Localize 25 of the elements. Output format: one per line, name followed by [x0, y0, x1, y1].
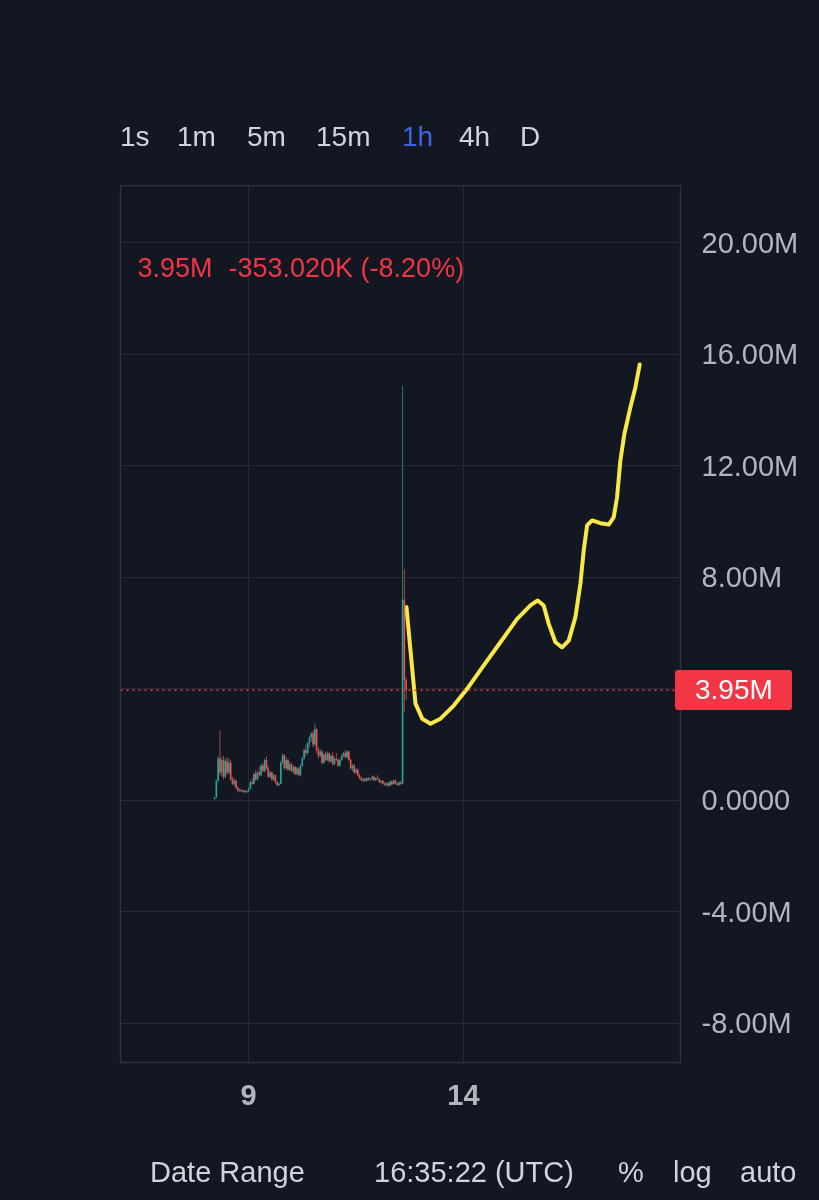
annotation: -353.020K (-8.20%)	[228, 252, 465, 283]
line-series	[404, 362, 642, 726]
y-tick-label: 0.0000	[701, 784, 791, 817]
text: 15m	[316, 120, 371, 154]
text: 5m	[247, 120, 286, 154]
text: 16:35:22 (UTC)	[374, 1155, 574, 1189]
text: D	[520, 120, 541, 154]
y-tick-label: -8.00M	[701, 1007, 792, 1040]
y-tick-label: 12.00M	[701, 449, 799, 482]
x-tick-label: 9	[240, 1078, 257, 1111]
text: 1s	[120, 120, 150, 154]
x-tick-label: 14	[447, 1078, 480, 1111]
text: %	[618, 1155, 644, 1189]
y-tick-label: -4.00M	[701, 895, 792, 928]
y-tick-label: 20.00M	[701, 226, 799, 259]
text: 4h	[459, 120, 491, 154]
y-tick-label: 16.00M	[701, 338, 799, 371]
text: 1m	[177, 120, 216, 154]
y-tick-label: 8.00M	[701, 561, 783, 594]
text: log	[673, 1155, 712, 1189]
ref-line-label: 3.95M	[675, 670, 792, 710]
text: auto	[740, 1155, 797, 1189]
text: Date Range	[150, 1155, 305, 1189]
text: 1h	[402, 120, 434, 154]
annotation: 3.95M	[137, 252, 213, 283]
